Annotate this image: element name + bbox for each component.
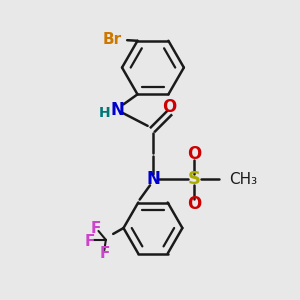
Text: O: O xyxy=(187,146,201,164)
Text: F: F xyxy=(90,220,101,236)
Text: H: H xyxy=(99,106,111,120)
Text: O: O xyxy=(162,98,176,116)
Text: F: F xyxy=(85,234,95,249)
Text: F: F xyxy=(99,246,110,261)
Text: N: N xyxy=(111,101,124,119)
Text: Br: Br xyxy=(102,32,121,47)
Text: CH₃: CH₃ xyxy=(230,172,258,187)
Text: O: O xyxy=(187,196,201,214)
Text: S: S xyxy=(188,170,201,188)
Text: N: N xyxy=(146,170,160,188)
